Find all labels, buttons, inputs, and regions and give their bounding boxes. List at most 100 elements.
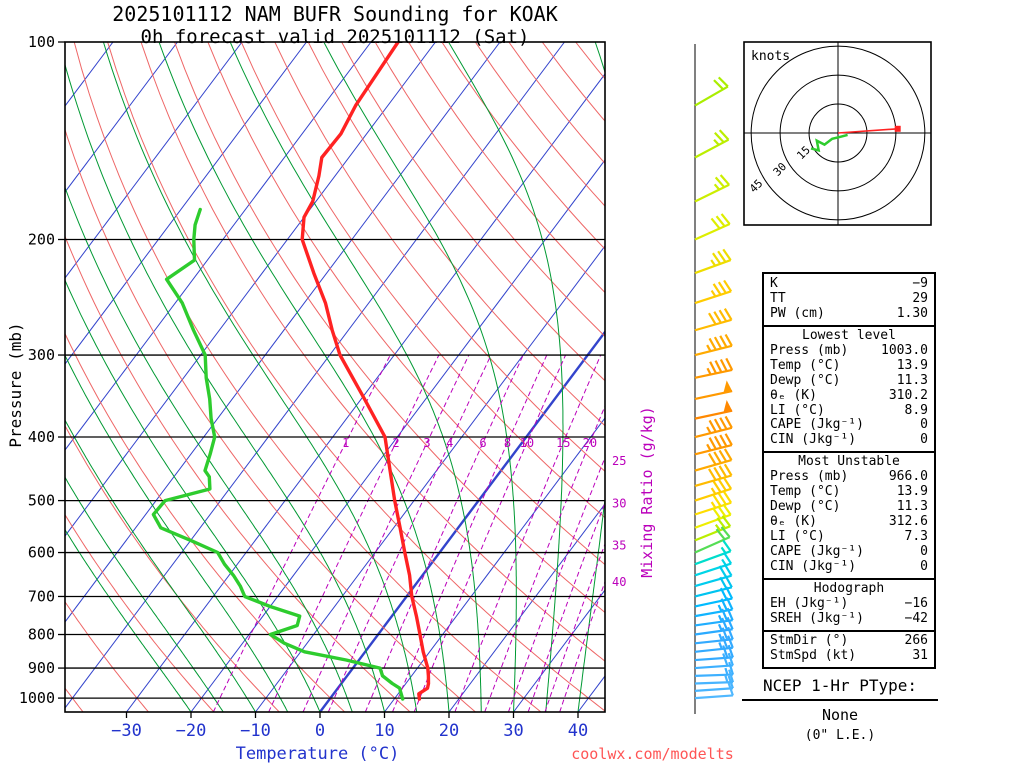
- stat-value: −16: [904, 595, 928, 611]
- stat-value: 266: [904, 632, 928, 648]
- stat-label: StmSpd (kt): [770, 647, 857, 663]
- stat-row: Dewp (°C) 11.3: [764, 499, 934, 515]
- stat-label: LI (°C): [770, 402, 825, 418]
- stat-value: 13.9: [896, 357, 928, 373]
- stat-label: K: [770, 276, 778, 291]
- svg-text:600: 600: [28, 544, 55, 562]
- stat-label: Press (mb): [770, 469, 849, 485]
- stat-label: LI (°C): [770, 529, 825, 544]
- stat-value: 1.30: [896, 305, 928, 321]
- svg-text:0: 0: [315, 721, 325, 741]
- svg-text:40: 40: [612, 575, 626, 589]
- watermark-link[interactable]: coolwx.com/modelts: [571, 745, 734, 763]
- svg-text:−30: −30: [111, 721, 142, 741]
- stat-row: CAPE (Jkg⁻¹) 0: [764, 543, 934, 560]
- svg-text:300: 300: [28, 346, 55, 364]
- stat-label: Dewp (°C): [770, 372, 841, 388]
- stat-value: 0: [920, 417, 928, 433]
- stat-row: LI (°C) 8.9: [764, 402, 934, 419]
- svg-text:25: 25: [612, 454, 626, 468]
- svg-text:8: 8: [504, 436, 511, 450]
- temperature-axis-label: Temperature (°C): [235, 744, 400, 764]
- svg-text:10: 10: [374, 721, 394, 741]
- moist-adiabats: [65, 42, 605, 712]
- storm-motion-marker: [894, 125, 901, 132]
- stat-label: StmDir (°): [770, 632, 849, 648]
- stat-label: θₑ (K): [770, 514, 817, 530]
- svg-text:500: 500: [28, 492, 55, 510]
- stat-value: 11.3: [896, 499, 928, 515]
- stat-value: 7.3: [904, 529, 928, 544]
- stat-row: EH (Jkg⁻¹) −16: [764, 595, 934, 612]
- stat-value: 312.6: [888, 514, 928, 530]
- stat-label: CAPE (Jkg⁻¹): [770, 417, 864, 433]
- mixing-ratio-lines: [212, 354, 605, 712]
- stat-row: CAPE (Jkg⁻¹) 0: [764, 417, 934, 433]
- plot-border: [64, 41, 606, 713]
- stat-row: CIN (Jkg⁻¹) 0: [764, 432, 934, 448]
- stat-label: SREH (Jkg⁻¹): [770, 610, 864, 626]
- mixing-ratio-labels: 1 2 3 4 6 8 10 15 20 25 30 35 40: [342, 436, 626, 589]
- svg-text:30: 30: [612, 496, 626, 510]
- stat-row: LI (°C) 7.3: [764, 529, 934, 545]
- temperature-trace: [300, 42, 431, 701]
- svg-text:20: 20: [439, 721, 459, 741]
- stat-row: Dewp (°C) 11.3: [764, 372, 934, 389]
- stats-section-divider: [764, 629, 934, 634]
- stat-row: SREH (Jkg⁻¹) −42: [764, 610, 934, 627]
- stat-row: Temp (°C) 13.9: [764, 357, 934, 374]
- stat-label: Temp (°C): [770, 484, 841, 500]
- svg-text:−20: −20: [176, 721, 207, 741]
- stats-section-title: Most Unstable: [764, 451, 934, 470]
- svg-text:200: 200: [28, 231, 55, 249]
- stat-value: 0: [920, 558, 928, 574]
- stat-row: Temp (°C) 13.9: [764, 484, 934, 500]
- stat-row: Press (mb) 1003.0: [764, 342, 934, 359]
- stat-value: 0: [920, 432, 928, 448]
- stat-value: 0: [920, 543, 928, 559]
- svg-text:900: 900: [28, 659, 55, 677]
- stat-value: 8.9: [904, 402, 928, 418]
- stat-value: 310.2: [888, 387, 928, 403]
- stat-label: θₑ (K): [770, 387, 817, 403]
- wind-barb-column: [694, 44, 735, 714]
- stat-row: StmSpd (kt) 31: [764, 647, 934, 664]
- stat-value: 13.9: [896, 484, 928, 500]
- stat-label: Press (mb): [770, 342, 849, 358]
- stat-label: CIN (Jkg⁻¹): [770, 558, 857, 574]
- stat-value: 29: [912, 290, 928, 306]
- svg-text:4: 4: [446, 436, 453, 450]
- svg-text:10: 10: [520, 436, 534, 450]
- hodograph-trace: [810, 133, 848, 153]
- chart-title: 2025101112 NAM BUFR Sounding for KOAK: [112, 2, 558, 26]
- skewt-plot-area: [65, 42, 605, 712]
- stat-row: Press (mb) 966.0: [764, 469, 934, 485]
- stat-label: Temp (°C): [770, 357, 841, 373]
- hodograph-units-label: knots: [751, 49, 790, 64]
- stat-value: −42: [904, 610, 928, 626]
- svg-text:15: 15: [556, 436, 570, 450]
- stats-panel: K −9 TT 29 PW (cm) 1.30 Lowest level Press (mb)…: [762, 272, 936, 669]
- dewpoint-trace: [151, 207, 405, 701]
- stat-row: θₑ (K) 310.2: [764, 387, 934, 404]
- temperature-axis: −30 −20 −10 0 10 20 30 40: [111, 712, 588, 741]
- svg-text:20: 20: [583, 436, 597, 450]
- svg-text:700: 700: [28, 587, 55, 605]
- stat-row: CIN (Jkg⁻¹) 0: [764, 558, 934, 575]
- svg-text:1: 1: [342, 436, 349, 450]
- svg-text:30: 30: [503, 721, 523, 741]
- svg-text:100: 100: [28, 33, 55, 51]
- stats-section-title: Hodograph: [764, 577, 934, 597]
- stat-row: TT 29: [764, 290, 934, 307]
- ptype-panel: NCEP 1-Hr PType: None (0" L.E.): [742, 676, 938, 743]
- ptype-note: (0" L.E.): [804, 728, 876, 743]
- pressure-axis: 100 200 300 400 500 600 700 800 900 1000: [19, 33, 65, 707]
- stat-label: TT: [770, 290, 786, 306]
- ptype-title: NCEP 1-Hr PType:: [742, 676, 938, 701]
- stat-row: PW (cm) 1.30: [764, 305, 934, 322]
- stat-row: K −9: [764, 276, 934, 292]
- stat-value: 11.3: [896, 372, 928, 388]
- stat-label: EH (Jkg⁻¹): [770, 595, 849, 611]
